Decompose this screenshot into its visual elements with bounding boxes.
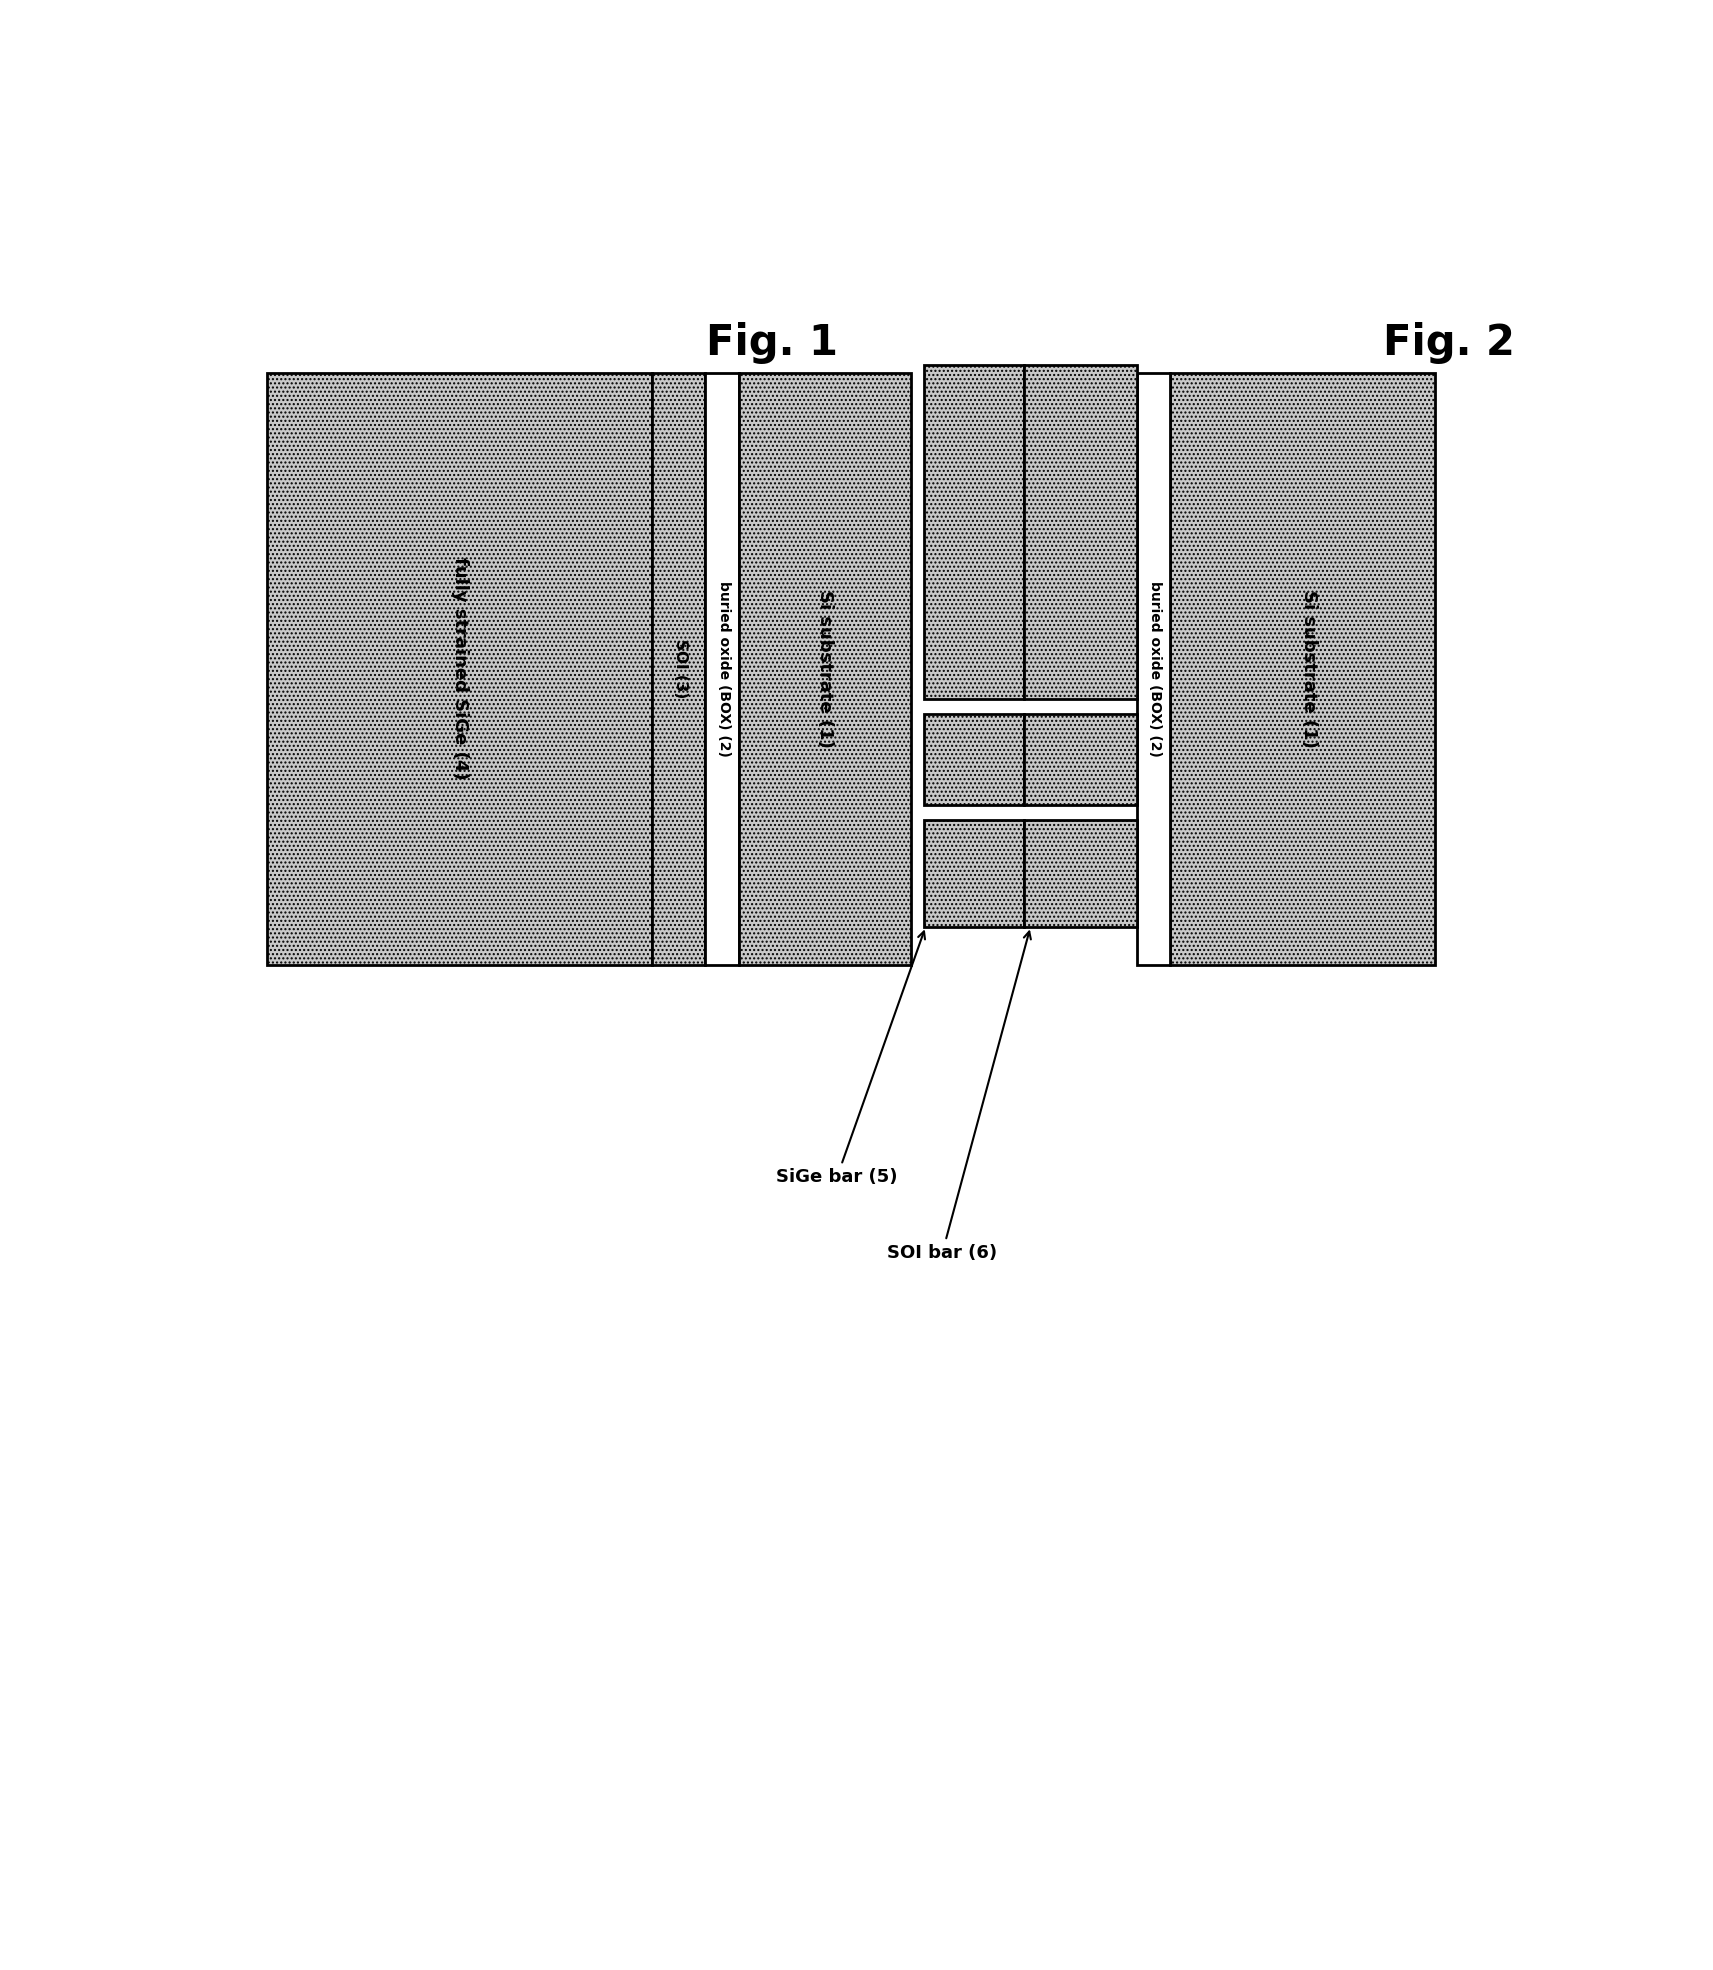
Bar — [1137, 372, 1170, 965]
Bar — [653, 372, 706, 965]
Text: buried oxide (BOX) (2): buried oxide (BOX) (2) — [1148, 581, 1163, 756]
Text: Si substrate (1): Si substrate (1) — [1300, 589, 1319, 749]
Bar — [925, 364, 1024, 699]
Bar — [738, 372, 911, 965]
Bar — [1024, 820, 1137, 926]
Text: SiGe bar (5): SiGe bar (5) — [776, 932, 925, 1186]
Text: Fig. 2: Fig. 2 — [1382, 321, 1514, 364]
Text: Fig. 1: Fig. 1 — [706, 321, 838, 364]
Text: buried oxide (BOX) (2): buried oxide (BOX) (2) — [718, 581, 731, 756]
Bar — [1024, 364, 1137, 699]
Bar — [925, 715, 1024, 806]
Bar — [267, 372, 653, 965]
Bar — [706, 372, 738, 965]
Text: SOI (3): SOI (3) — [673, 638, 687, 697]
Bar — [1024, 715, 1137, 806]
Bar — [925, 820, 1024, 926]
Bar — [1170, 372, 1435, 965]
Text: SOI bar (6): SOI bar (6) — [887, 932, 1031, 1261]
Text: fully strained SiGe (4): fully strained SiGe (4) — [451, 558, 469, 780]
Text: Si substrate (1): Si substrate (1) — [815, 589, 834, 749]
